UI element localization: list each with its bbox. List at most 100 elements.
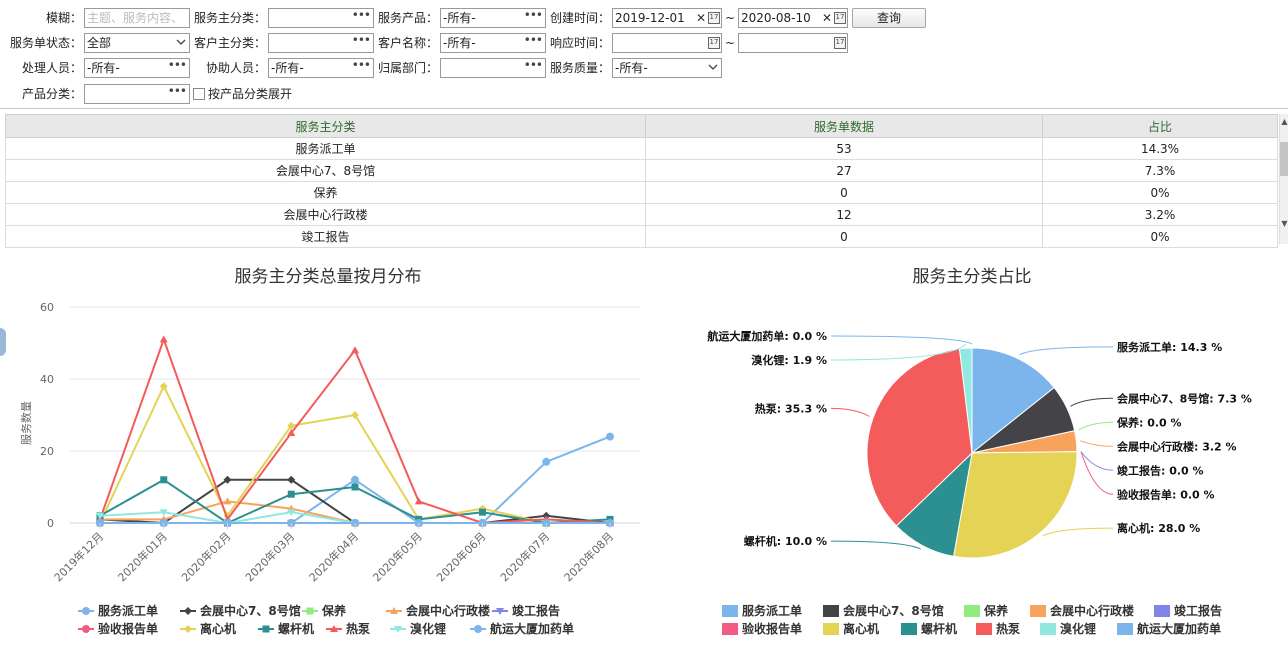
ellipsis-icon[interactable]: ••• [351,58,371,72]
scrollbar-thumb[interactable] [1280,142,1288,176]
legend-label[interactable]: 服务派工单 [742,603,802,618]
clear-icon[interactable]: ✕ [821,11,832,25]
data-point[interactable] [160,476,168,484]
customer-category-picker[interactable]: ••• [268,33,374,53]
side-collapse-tab[interactable] [0,328,6,356]
calendar-icon[interactable]: 17 [708,12,720,24]
data-point[interactable] [223,475,232,484]
created-from-date-input[interactable]: 2019-12-01 ✕ 17 [612,8,722,28]
legend-label[interactable]: 热泵 [346,621,370,636]
data-point[interactable] [287,509,296,517]
main-category-picker[interactable]: ••• [268,8,374,28]
ellipsis-icon[interactable]: ••• [523,33,543,47]
legend-item[interactable]: 热泵 [326,621,370,636]
legend-item[interactable]: 服务派工单 [722,603,802,618]
legend-label[interactable]: 服务派工单 [98,603,158,618]
table-row[interactable]: 会展中心7、8号馆 27 7.3% [5,159,1278,182]
legend-marker[interactable] [330,625,338,632]
legend-label[interactable]: 验收报告单 [98,621,158,636]
legend-item[interactable]: 验收报告单 [722,621,802,636]
legend-label[interactable]: 会展中心行政楼 [1050,603,1134,618]
data-point[interactable] [351,475,359,484]
legend-label[interactable]: 离心机 [200,621,236,636]
legend-item[interactable]: 竣工报告 [492,603,560,618]
data-point[interactable] [287,421,296,430]
legend-item[interactable]: 航运大厦加药单 [470,621,574,636]
ellipsis-icon[interactable]: ••• [167,84,187,98]
column-header[interactable]: 占比 [1042,114,1278,138]
legend-label[interactable]: 保养 [983,603,1008,618]
handler-picker[interactable]: -所有- ••• [84,58,190,78]
ellipsis-icon[interactable]: ••• [523,58,543,72]
data-point[interactable] [159,509,168,517]
legend-item[interactable]: 溴化锂 [390,621,446,636]
legend-label[interactable]: 竣工报告 [512,603,560,618]
table-row[interactable]: 会展中心行政楼 12 3.2% [5,203,1278,226]
ticket-status-select[interactable]: 全部 [84,33,190,53]
customer-name-picker[interactable]: -所有- ••• [440,33,546,53]
data-point[interactable] [159,335,168,343]
ellipsis-icon[interactable]: ••• [351,33,371,47]
data-point[interactable] [479,508,486,516]
legend-marker[interactable] [184,607,192,615]
table-scrollbar[interactable]: ▲ ▼ [1279,114,1288,244]
legend-item[interactable]: 会展中心行政楼 [1030,603,1134,618]
legend-label[interactable]: 会展中心行政楼 [406,603,490,618]
legend-item[interactable]: 会展中心7、8号馆 [180,603,301,618]
product-category-picker[interactable]: ••• [84,84,190,104]
fuzzy-search-input[interactable]: 主题、服务内容、 [84,8,190,28]
data-point[interactable] [287,429,296,436]
legend-item[interactable]: 热泵 [976,621,1020,636]
legend-label[interactable]: 溴化锂 [410,621,446,636]
calendar-icon[interactable]: 17 [834,12,846,24]
expand-by-product-checkbox[interactable] [193,88,205,100]
data-point[interactable] [287,475,296,484]
table-row[interactable]: 保养 0 0% [5,181,1278,204]
legend-item[interactable]: 保养 [302,603,346,618]
legend-label[interactable]: 会展中心7、8号馆 [200,603,301,618]
legend-marker[interactable] [306,607,314,615]
legend-marker[interactable] [82,625,90,633]
table-row[interactable]: 竣工报告 0 0% [5,225,1278,248]
data-point[interactable] [287,490,295,498]
legend-item[interactable]: 竣工报告 [1154,603,1222,618]
data-point[interactable] [542,457,551,466]
series-line[interactable] [99,336,611,525]
pie-slice[interactable] [866,348,973,527]
legend-marker[interactable] [184,625,192,633]
legend-item[interactable]: 螺杆机 [901,621,957,636]
legend-label[interactable]: 航运大厦加药单 [490,621,574,636]
legend-marker[interactable] [474,625,482,633]
legend-label[interactable]: 螺杆机 [278,621,314,636]
legend-marker[interactable] [82,607,90,615]
data-point[interactable] [606,432,614,441]
ellipsis-icon[interactable]: ••• [523,8,543,22]
legend-item[interactable]: 会展中心7、8号馆 [823,603,944,618]
legend-item[interactable]: 溴化锂 [1040,621,1096,636]
query-button[interactable]: 查询 [852,8,926,28]
legend-item[interactable]: 保养 [964,603,1008,618]
data-point[interactable] [351,483,359,491]
series-line[interactable] [99,383,610,524]
service-product-picker[interactable]: -所有- ••• [440,8,546,28]
data-point[interactable] [96,512,104,520]
legend-item[interactable]: 验收报告单 [78,621,158,636]
legend-item[interactable]: 螺杆机 [258,621,314,636]
legend-label[interactable]: 离心机 [843,621,879,636]
department-picker[interactable]: ••• [440,58,546,78]
legend-marker[interactable] [496,608,504,615]
scroll-down-icon[interactable]: ▼ [1281,219,1288,228]
legend-item[interactable]: 会展中心行政楼 [386,603,490,618]
legend-item[interactable]: 离心机 [180,621,236,636]
response-to-date-input[interactable]: 17 [738,33,848,53]
created-to-date-input[interactable]: 2020-08-10 ✕ 17 [738,8,848,28]
legend-item[interactable]: 航运大厦加药单 [1117,621,1221,636]
legend-label[interactable]: 保养 [321,603,346,618]
ellipsis-icon[interactable]: ••• [351,8,371,22]
data-point[interactable] [351,411,359,419]
legend-item[interactable]: 服务派工单 [78,603,158,618]
expand-by-product-label[interactable]: 按产品分类展开 [208,87,293,101]
column-header[interactable]: 服务单数据 [645,114,1043,138]
legend-label[interactable]: 溴化锂 [1060,621,1096,636]
calendar-icon[interactable]: 17 [708,37,720,49]
